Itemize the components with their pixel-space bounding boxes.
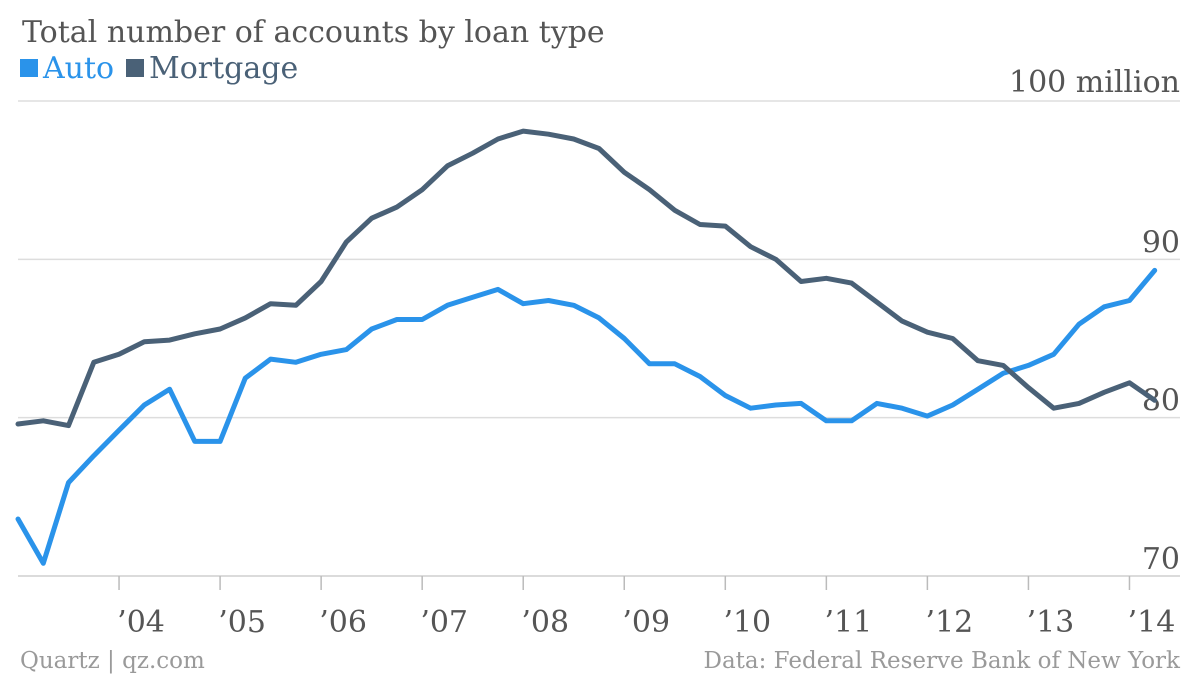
x-tick-label-2010: ’10 xyxy=(723,605,771,640)
series-lines xyxy=(15,128,1158,566)
legend: Auto Mortgage xyxy=(20,51,298,86)
x-tick-label-2005: ’05 xyxy=(218,605,266,640)
gridlines xyxy=(18,100,1180,577)
x-tick-label-2008: ’08 xyxy=(521,605,569,640)
legend-swatch-auto xyxy=(20,59,38,77)
legend-label-mortgage: Mortgage xyxy=(149,51,298,86)
x-tick-label-2012: ’12 xyxy=(926,605,974,640)
x-tick-label-2006: ’06 xyxy=(319,605,367,640)
series-line-auto xyxy=(15,267,1158,566)
y-axis-unit-label: 100 million xyxy=(1009,65,1180,100)
y-tick-label-70: 70 xyxy=(1142,542,1180,577)
x-tick-label-2013: ’13 xyxy=(1027,605,1075,640)
source-left: Quartz | qz.com xyxy=(20,648,205,674)
x-tick-label-2009: ’09 xyxy=(622,605,670,640)
legend-swatch-mortgage xyxy=(126,59,144,77)
series-line-mortgage xyxy=(15,128,1158,429)
legend-label-auto: Auto xyxy=(42,51,114,86)
y-tick-labels: 70 80 90 xyxy=(1142,225,1180,577)
x-tick-label-2014: ’14 xyxy=(1128,605,1176,640)
x-tick-label-2004: ’04 xyxy=(117,605,165,640)
source-right: Data: Federal Reserve Bank of New York xyxy=(704,648,1182,674)
x-tick-label-2007: ’07 xyxy=(420,605,468,640)
x-tick-label-2011: ’11 xyxy=(824,605,872,640)
chart-title: Total number of accounts by loan type xyxy=(22,15,605,50)
y-tick-label-80: 80 xyxy=(1142,384,1180,419)
x-axis: ’04 ’05 ’06 ’07 ’08 ’09 ’10 ’11 ’12 ’13 ’14 xyxy=(117,576,1175,640)
y-tick-label-90: 90 xyxy=(1142,225,1180,260)
